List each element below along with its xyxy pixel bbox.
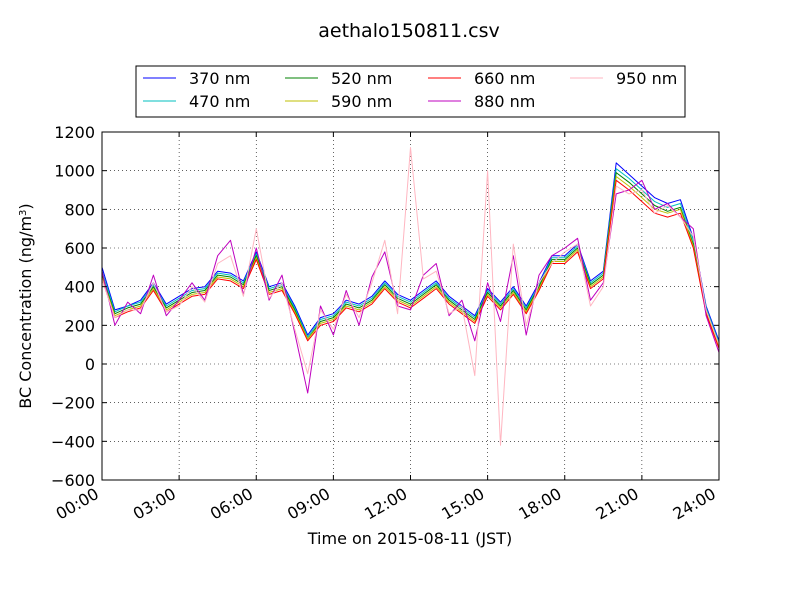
y-axis-label: BC Concentration (ng/m3)	[16, 203, 35, 408]
y-tick-label: −400	[51, 432, 95, 451]
y-tick-label: 600	[64, 239, 95, 258]
legend-label: 470 nm	[189, 92, 250, 111]
grid	[102, 132, 719, 480]
series-layer	[101, 147, 720, 446]
y-tick-label: −200	[51, 394, 95, 413]
y-tick-label: 1000	[54, 162, 95, 181]
series-line-880-nm	[101, 179, 720, 394]
y-axis-label-tail: )	[16, 203, 35, 209]
legend-label: 370 nm	[189, 69, 250, 88]
series-line-950-nm	[101, 147, 720, 446]
legend-label: 660 nm	[474, 69, 535, 88]
y-tick-label: 0	[85, 355, 95, 374]
y-tick-label: −600	[51, 471, 95, 490]
legend-label: 880 nm	[474, 92, 535, 111]
legend: 370 nm 470 nm 520 nm 590 nm 660 nm 880 nm 950 …	[135, 65, 686, 118]
legend-label: 590 nm	[331, 92, 392, 111]
legend-label: 950 nm	[616, 69, 677, 88]
y-tick-label: 1200	[54, 123, 95, 142]
x-axis-label: Time on 2015-08-11 (JST)	[307, 529, 512, 548]
series-line-520-nm	[101, 172, 720, 345]
series-line-370-nm	[101, 162, 720, 341]
series-line-470-nm	[101, 168, 720, 343]
legend-frame	[135, 65, 686, 118]
series-line-660-nm	[101, 179, 720, 349]
y-tick-label: 800	[64, 200, 95, 219]
series-line-590-nm	[101, 176, 720, 347]
legend-label: 520 nm	[331, 69, 392, 88]
chart-title: aethalo150811.csv	[318, 20, 500, 42]
y-axis-label-main: BC Concentration (ng/m	[16, 216, 35, 409]
y-axis-label-sup: 3	[18, 210, 29, 216]
y-tick-label: 400	[64, 278, 95, 297]
y-tick-label: 200	[64, 316, 95, 335]
